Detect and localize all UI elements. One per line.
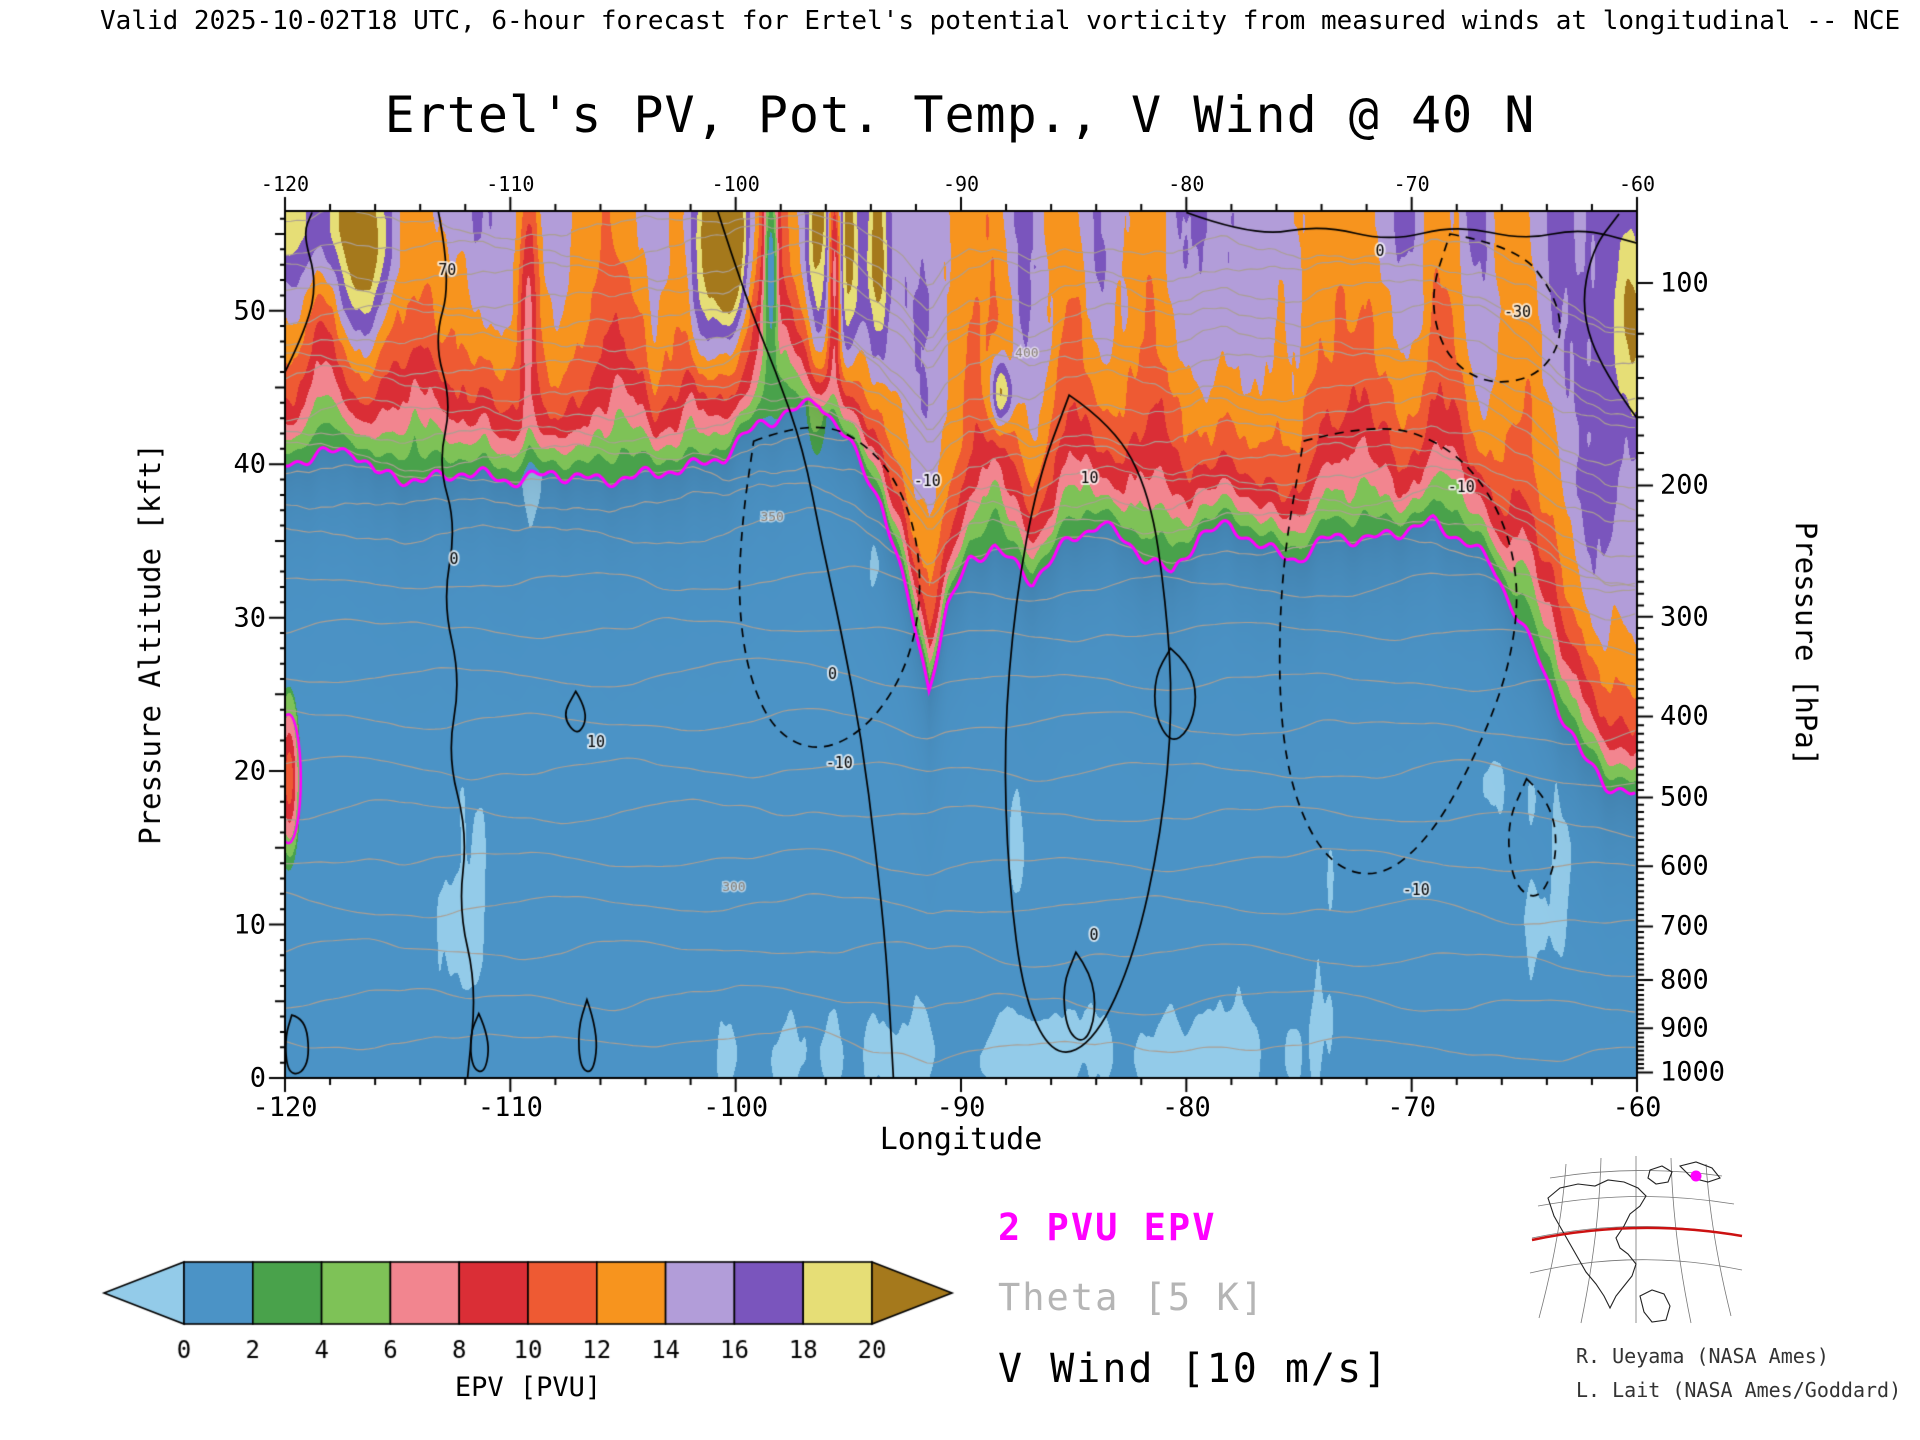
legend-v-wind: V Wind [10 m/s] [998, 1346, 1390, 1392]
y-axis-right-tick-label: 500 [1660, 781, 1709, 813]
inset-map [1529, 1156, 1743, 1324]
y-axis-right-tick-label: 900 [1660, 1012, 1709, 1044]
y-axis-right-tick-label: 400 [1660, 700, 1709, 732]
colorbar-label: EPV [PVU] [454, 1372, 602, 1403]
map-graticule [1529, 1156, 1743, 1324]
y-axis-left-tick-label: 40 [233, 448, 266, 480]
y-axis-right-title: Pressure [hPa] [1789, 521, 1823, 767]
y-axis-right-tick-label: 1000 [1660, 1056, 1726, 1088]
y-axis-right-tick-label: 200 [1660, 469, 1709, 501]
x-axis-top-tick-label: -110 [486, 172, 535, 196]
credit-line-2: L. Lait (NASA Ames/Goddard) [1576, 1378, 1902, 1402]
y-axis-left-tick-label: 0 [249, 1062, 266, 1094]
y-axis-right-tick-label: 100 [1660, 267, 1709, 299]
y-axis-left-tick-label: 30 [233, 602, 266, 634]
profile-location-dot [1690, 1170, 1702, 1182]
x-axis-top-tick-label: -100 [711, 172, 760, 196]
latitude-40n-line [1531, 1226, 1743, 1242]
legend-2pvu-epv: 2 PVU EPV [998, 1206, 1217, 1249]
y-axis-right-tick-label: 600 [1660, 850, 1709, 882]
x-axis-bottom-tick-label: -120 [252, 1092, 318, 1123]
x-axis-top-tick-label: -60 [1618, 172, 1656, 196]
x-axis-bottom-tick-label: -90 [936, 1092, 986, 1123]
x-axis-bottom-tick-label: -100 [703, 1092, 769, 1123]
x-axis-top-tick-label: -80 [1168, 172, 1205, 196]
x-axis-bottom-tick-label: -60 [1612, 1092, 1662, 1123]
credit-line-1: R. Ueyama (NASA Ames) [1576, 1344, 1829, 1368]
y-axis-right-tick-label: 700 [1660, 910, 1709, 942]
x-axis-title: Longitude [879, 1122, 1043, 1157]
x-axis-top-tick-label: -90 [942, 172, 980, 196]
y-axis-left-tick-label: 10 [233, 909, 266, 941]
x-axis-bottom-tick-label: -70 [1387, 1092, 1437, 1123]
y-axis-left-title: Pressure Altitude [kft] [133, 443, 167, 845]
valid-time-header: Valid 2025-10-02T18 UTC, 6-hour forecast… [100, 6, 1901, 36]
y-axis-right-tick-label: 300 [1660, 601, 1709, 633]
y-axis-left-tick-label: 50 [233, 295, 266, 327]
y-axis-left-tick-label: 20 [233, 755, 266, 787]
x-axis-top-tick-label: -120 [260, 172, 310, 196]
legend-theta: Theta [5 K] [998, 1276, 1266, 1319]
plot-title: Ertel's PV, Pot. Temp., V Wind @ 40 N [384, 86, 1536, 144]
x-axis-top-tick-label: -70 [1393, 172, 1430, 196]
map-continents [1547, 1161, 1721, 1323]
x-axis-bottom-tick-label: -110 [477, 1092, 543, 1123]
y-axis-right-tick-label: 800 [1660, 964, 1709, 996]
x-axis-bottom-tick-label: -80 [1161, 1092, 1211, 1123]
